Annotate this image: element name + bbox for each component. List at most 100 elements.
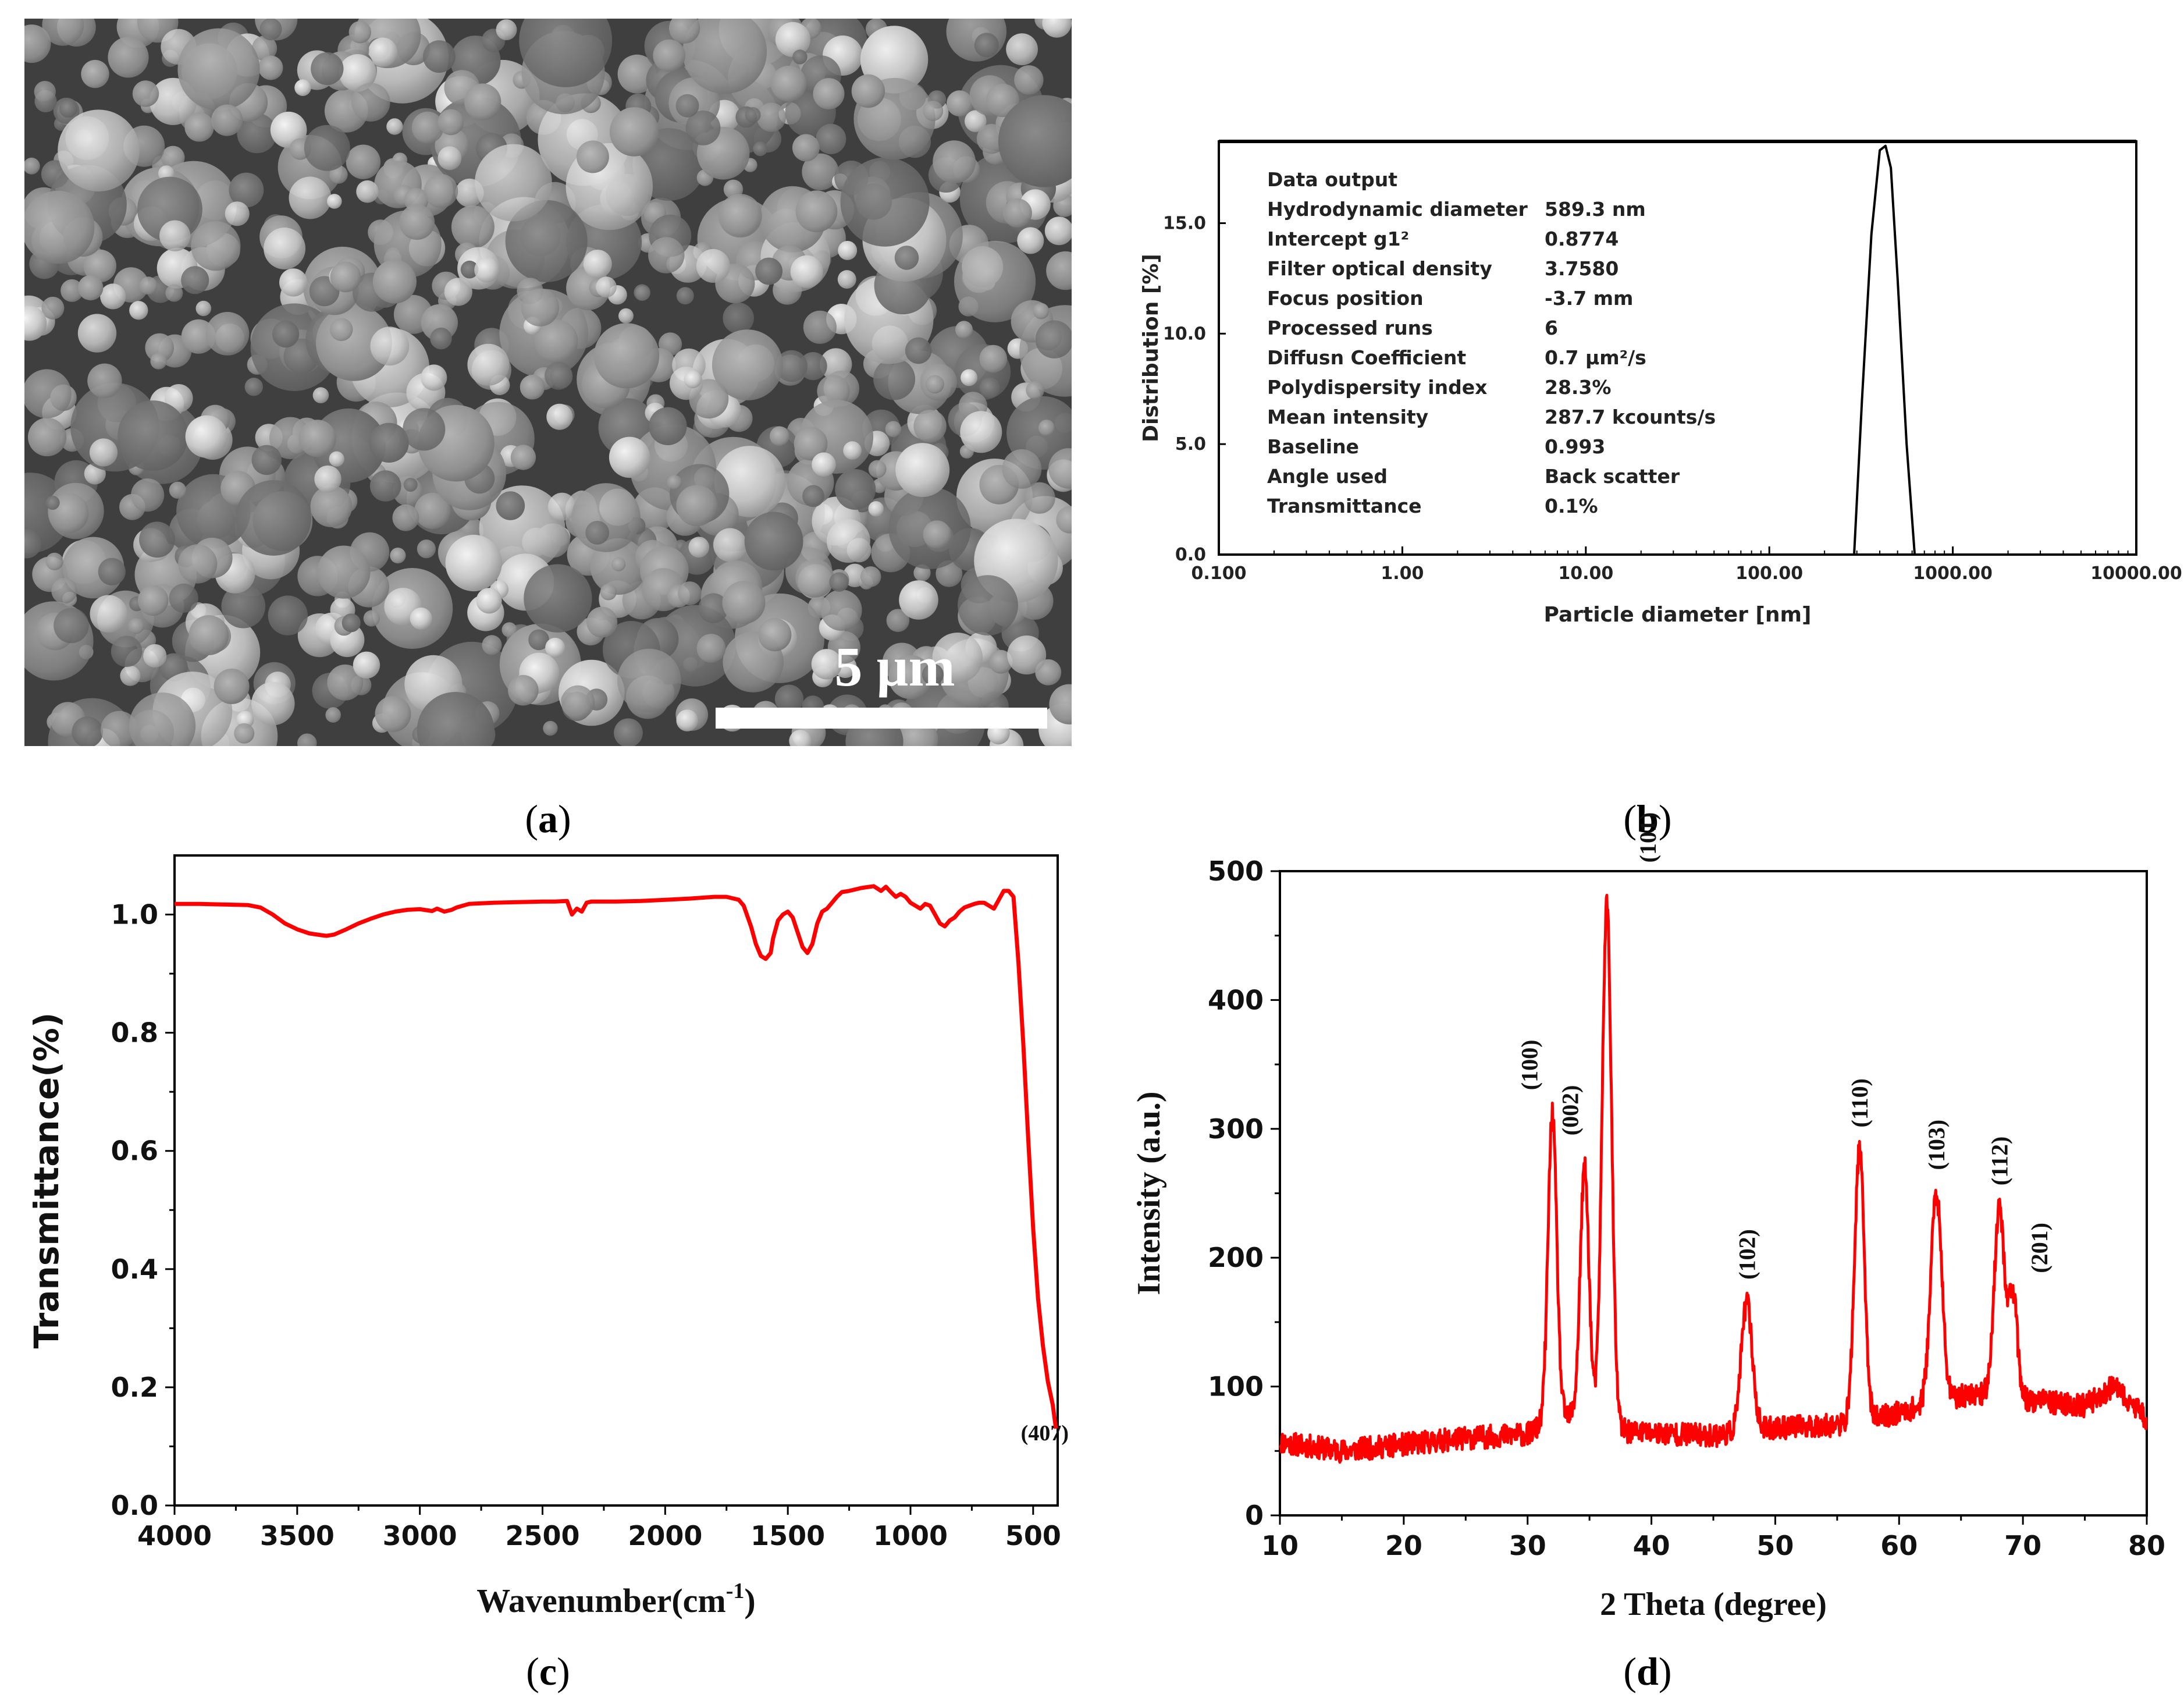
sem-particle [1017, 227, 1044, 254]
sem-particle [684, 370, 702, 389]
dls-info-value: 3.7580 [1545, 257, 1619, 280]
sem-particle [1049, 684, 1072, 725]
sem-particle [145, 333, 174, 363]
sem-particle [685, 111, 721, 145]
sem-particle [1006, 33, 1038, 66]
xrd-y-tick-label: 100 [1208, 1371, 1264, 1402]
sem-particle [543, 720, 558, 736]
sem-particle [585, 521, 610, 545]
sem-particle [77, 314, 117, 353]
sem-particle [237, 113, 278, 154]
xrd-x-tick-label: 20 [1385, 1530, 1422, 1561]
sem-particle [922, 663, 944, 686]
sem-particle [90, 595, 127, 633]
dls-y-tick-label: 0.0 [1175, 545, 1206, 565]
xrd-axes: 10 20 30 40 50 60 70 80 0 100 200 300 400 500 2 Theta … [1131, 855, 2165, 1622]
panel-b-letter: b [1637, 797, 1659, 841]
sem-particle [356, 180, 379, 203]
sem-particle [372, 260, 417, 304]
sem-particle [339, 54, 376, 92]
sem-particle [979, 345, 1008, 373]
sem-particle [45, 552, 63, 570]
sem-particle [54, 608, 89, 644]
sem-particle [873, 358, 916, 400]
sem-particle [178, 544, 218, 584]
dls-info-value: 0.1% [1545, 495, 1598, 517]
sem-particle [467, 343, 510, 386]
sem-particle [840, 157, 930, 247]
ftir-x-axis-title-main: Wavenumber(cm [476, 1582, 726, 1620]
dls-info-label: Focus position [1267, 287, 1424, 310]
dls-x-tick-label: 0.100 [1191, 563, 1247, 584]
sem-particle [521, 288, 560, 326]
sem-particle [561, 685, 595, 719]
sem-particle [838, 240, 858, 260]
sem-particle [392, 504, 419, 531]
sem-particle [314, 465, 342, 493]
xrd-y-tick-label: 300 [1208, 1113, 1264, 1145]
sem-particle [272, 321, 300, 348]
ftir-y-tick-label: 0.2 [111, 1372, 159, 1403]
sem-particle [330, 261, 361, 293]
sem-particle [774, 684, 804, 713]
sem-particle [353, 651, 380, 679]
sem-particle [369, 470, 401, 502]
sem-particle [474, 257, 500, 283]
sem-particle [770, 65, 807, 102]
sem-particle [351, 83, 390, 122]
sem-particle [510, 445, 536, 470]
sem-particle [961, 369, 978, 386]
xrd-chart-panel: 10 20 30 40 50 60 70 80 0 100 200 300 400 500 2 Theta … [1131, 812, 2165, 1622]
sem-particle [329, 165, 348, 184]
sem-particle [843, 441, 862, 460]
sem-particle [414, 492, 451, 529]
panel-c-letter: c [539, 1649, 557, 1693]
sem-particle [868, 460, 887, 478]
sem-particle [120, 665, 141, 686]
xrd-x-axis-title: 2 Theta (degree) [1600, 1586, 1827, 1622]
sem-particle [837, 270, 856, 289]
sem-particle [482, 635, 502, 655]
sem-particle [386, 118, 403, 135]
xrd-peak-label: (103) [1923, 1120, 1950, 1170]
sem-particle [505, 200, 588, 282]
sem-particle [329, 318, 353, 341]
sem-particle [722, 581, 766, 624]
sem-particle [437, 146, 462, 171]
sem-particle [169, 481, 187, 499]
sem-particle [312, 387, 329, 403]
sem-particle [165, 384, 193, 413]
xrd-series [1278, 893, 2148, 1464]
sem-particle [1046, 251, 1072, 290]
xrd-x-tick-label: 70 [2004, 1530, 2041, 1561]
sem-particle [609, 107, 659, 157]
sem-particle [713, 528, 747, 562]
sem-particle [111, 635, 143, 667]
sem-particle [72, 716, 103, 746]
panel-a-letter: a [538, 797, 558, 841]
sem-particle [185, 415, 228, 458]
sem-particle [895, 443, 950, 498]
sem-particle [325, 707, 341, 723]
sem-particle [899, 580, 938, 620]
dls-info-label: Mean intensity [1267, 406, 1428, 428]
sem-particle [28, 417, 67, 457]
ftir-y-tick-label: 1.0 [111, 899, 159, 931]
sem-particle [696, 634, 726, 663]
sem-particle [451, 205, 495, 248]
sem-particle [820, 590, 862, 631]
sem-particle [501, 622, 517, 638]
sem-scale-bar-label: 5 µm [834, 635, 955, 698]
sem-particle [795, 559, 834, 598]
ftir-annotation: (407) [1021, 1421, 1069, 1446]
sem-particle [327, 194, 342, 209]
sem-particle [676, 485, 718, 527]
sem-particle [1048, 448, 1072, 489]
sem-particle [723, 302, 754, 334]
sem-particle [812, 452, 836, 477]
sem-particle [974, 33, 999, 58]
sem-particle [1002, 449, 1042, 489]
sem-particle [24, 157, 40, 175]
xrd-x-tick-label: 40 [1633, 1530, 1670, 1561]
sem-particle [923, 520, 951, 549]
